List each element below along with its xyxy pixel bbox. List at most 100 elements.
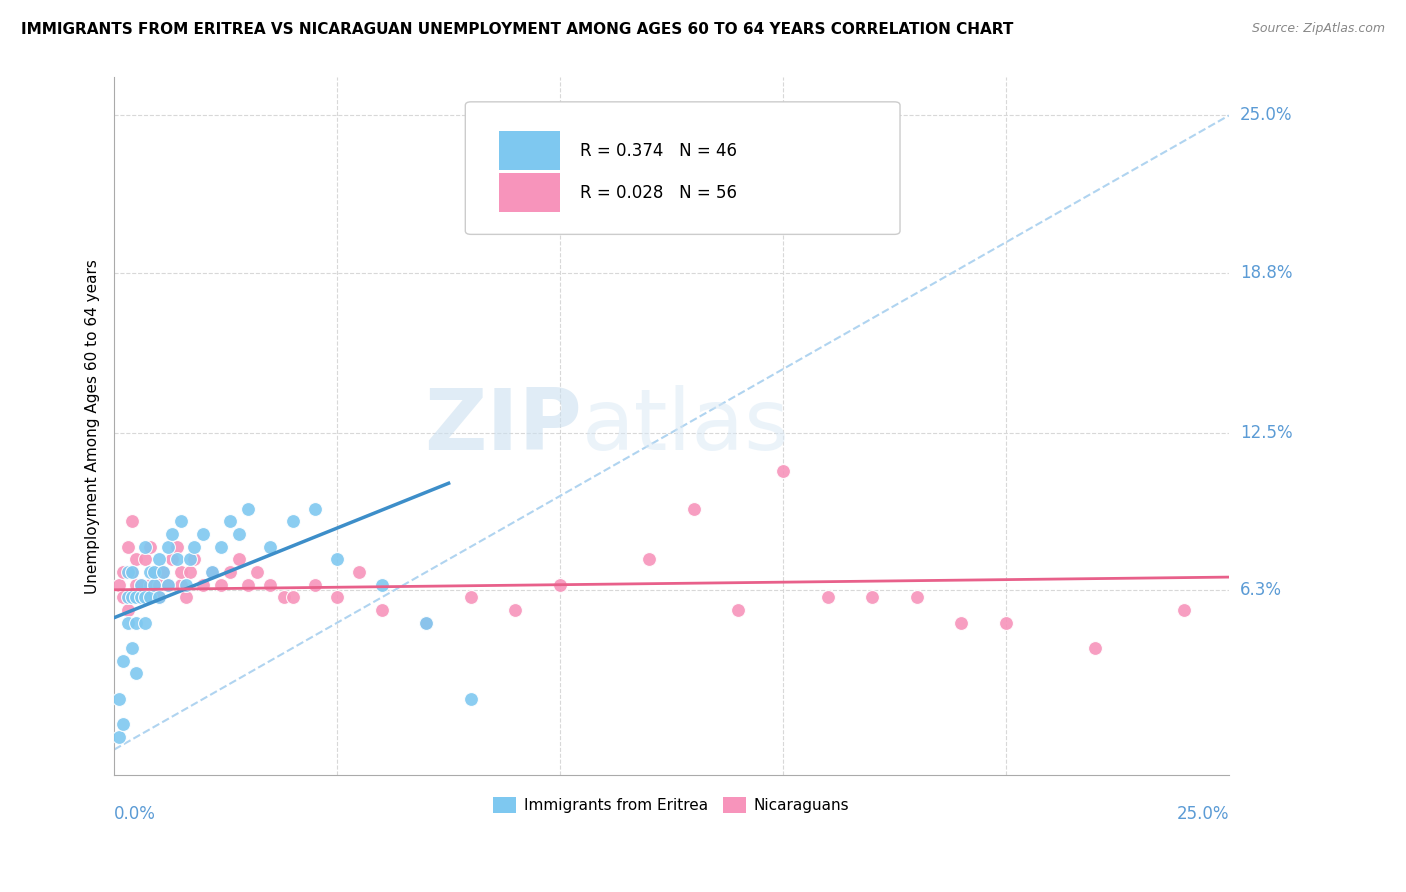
Point [166,552,188,566]
Point [950,615,973,630]
Point [156,577,179,591]
Point [121,565,143,579]
Point [117,540,139,554]
Bar [499,173,560,211]
Point [121,641,143,656]
Point [219,514,242,528]
Point [129,577,152,591]
Point [156,540,179,554]
Point [259,577,281,591]
Point [170,577,193,591]
Point [228,552,250,566]
Point [160,527,183,541]
Point [143,565,166,579]
Text: ZIP: ZIP [425,384,582,467]
Point [326,591,349,605]
Point [236,577,259,591]
Point [727,603,749,617]
Text: 25.0%: 25.0% [1240,106,1292,125]
Point [152,565,174,579]
Point [201,565,224,579]
Point [236,501,259,516]
Point [129,577,152,591]
Point [125,577,148,591]
Point [170,514,193,528]
Point [134,591,156,605]
Point [193,527,215,541]
Point [112,654,135,668]
Point [772,464,794,478]
Point [370,603,392,617]
Point [107,730,129,744]
Point [183,540,205,554]
Text: 12.5%: 12.5% [1240,424,1292,442]
Point [193,577,215,591]
Point [143,577,166,591]
Point [152,565,174,579]
Point [905,591,928,605]
Point [170,565,193,579]
Point [125,615,148,630]
Text: 6.3%: 6.3% [1240,581,1282,599]
Text: 25.0%: 25.0% [1177,805,1229,823]
Point [259,540,281,554]
Point [326,552,349,566]
Bar [499,131,560,169]
Point [682,501,704,516]
Text: R = 0.028   N = 56: R = 0.028 N = 56 [581,184,737,202]
Point [139,577,162,591]
Point [117,603,139,617]
Point [219,565,242,579]
Point [304,501,326,516]
FancyBboxPatch shape [465,102,900,235]
Point [174,591,197,605]
Point [349,565,371,579]
Point [860,591,883,605]
Point [174,577,197,591]
Point [107,577,129,591]
Point [246,565,269,579]
Point [209,540,232,554]
Point [281,591,304,605]
Point [817,591,839,605]
Point [148,591,170,605]
Point [156,577,179,591]
Point [148,577,170,591]
Point [121,591,143,605]
Point [112,565,135,579]
Point [134,615,156,630]
Point [125,591,148,605]
Point [117,565,139,579]
Point [183,552,205,566]
Point [228,527,250,541]
Point [370,577,392,591]
Y-axis label: Unemployment Among Ages 60 to 64 years: Unemployment Among Ages 60 to 64 years [86,259,100,593]
Point [129,591,152,605]
Point [117,591,139,605]
Point [121,514,143,528]
Point [112,717,135,731]
Point [460,591,482,605]
Point [117,615,139,630]
Point [638,552,661,566]
Point [994,615,1017,630]
Point [107,691,129,706]
Point [273,591,295,605]
Point [201,565,224,579]
Point [139,565,162,579]
Text: 0.0%: 0.0% [114,805,156,823]
Point [148,591,170,605]
Point [125,666,148,681]
Point [304,577,326,591]
Point [415,615,437,630]
Point [125,552,148,566]
Point [415,615,437,630]
Point [548,577,571,591]
Point [1173,603,1195,617]
Point [112,591,135,605]
Point [134,591,156,605]
Point [134,552,156,566]
Text: IMMIGRANTS FROM ERITREA VS NICARAGUAN UNEMPLOYMENT AMONG AGES 60 TO 64 YEARS COR: IMMIGRANTS FROM ERITREA VS NICARAGUAN UN… [21,22,1014,37]
Point [179,565,201,579]
Point [129,591,152,605]
